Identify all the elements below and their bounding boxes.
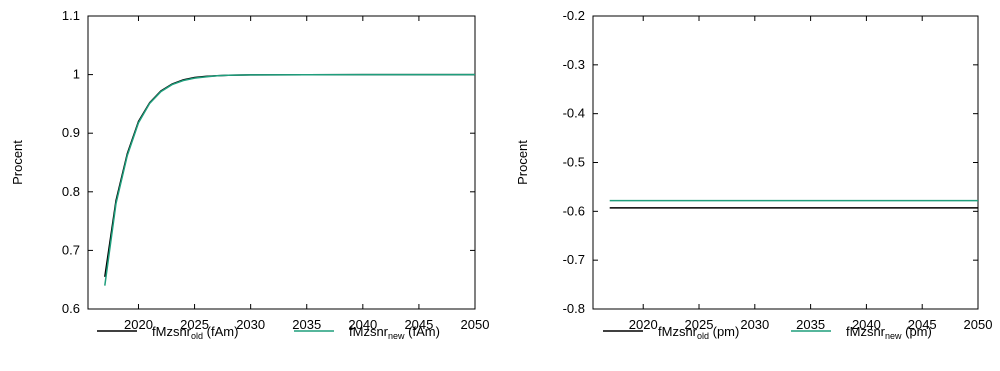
y-tick-label: -0.4 — [563, 106, 585, 121]
y-tick-label: -0.8 — [563, 301, 585, 316]
legend-label-old: fMzsnrold (pm) — [658, 324, 739, 341]
x-tick-label: 2025 — [685, 317, 714, 332]
x-tick-label: 2050 — [964, 317, 993, 332]
chart-panel-1: 0.6 0.7 0.8 0.9 1 1.1 2020 2025 2030 2035 2040 2045… — [10, 8, 489, 341]
plot-frame — [87, 15, 476, 310]
legend-label-new: fMzsnrnew (fAm) — [349, 324, 440, 341]
x-tick-label: 2030 — [236, 317, 265, 332]
y-tick-label: 0.8 — [62, 184, 80, 199]
plot-frame — [592, 15, 979, 310]
y-tick-label: 0.7 — [62, 242, 80, 257]
x-tick-label: 2040 — [852, 317, 881, 332]
x-tick-label: 2035 — [796, 317, 825, 332]
x-tick-label: 2045 — [404, 317, 433, 332]
y-tick-label: 0.9 — [62, 125, 80, 140]
y-tick-label: -0.5 — [563, 155, 585, 170]
y-tick-label: 0.6 — [62, 301, 80, 316]
y-tick-label: -0.6 — [563, 203, 585, 218]
y-tick-label: -0.3 — [563, 57, 585, 72]
x-tick-label: 2020 — [124, 317, 153, 332]
legend-label-old: fMzsnrold (fAm) — [152, 324, 238, 341]
x-tick-label: 2050 — [461, 317, 490, 332]
x-tick-label: 2030 — [740, 317, 769, 332]
series-line-old — [104, 73, 475, 277]
x-tick-label: 2045 — [908, 317, 937, 332]
x-tick-label: 2035 — [292, 317, 321, 332]
chart-panel-2: -0.8 -0.7 -0.6 -0.5 -0.4 -0.3 -0.2 2020 2025 2030… — [515, 8, 992, 341]
x-tick-label: 2025 — [180, 317, 209, 332]
y-axis-label: Procent — [515, 140, 530, 185]
x-tick-label: 2020 — [629, 317, 658, 332]
series-line-new — [104, 73, 475, 286]
x-tick-label: 2040 — [348, 317, 377, 332]
y-tick-label: -0.7 — [563, 252, 585, 267]
y-tick-label: 1 — [73, 67, 80, 82]
y-tick-label: 1.1 — [62, 8, 80, 23]
legend-label-new: fMzsnrnew (pm) — [846, 324, 932, 341]
y-tick-label: -0.2 — [563, 8, 585, 23]
y-axis-label: Procent — [10, 140, 25, 185]
